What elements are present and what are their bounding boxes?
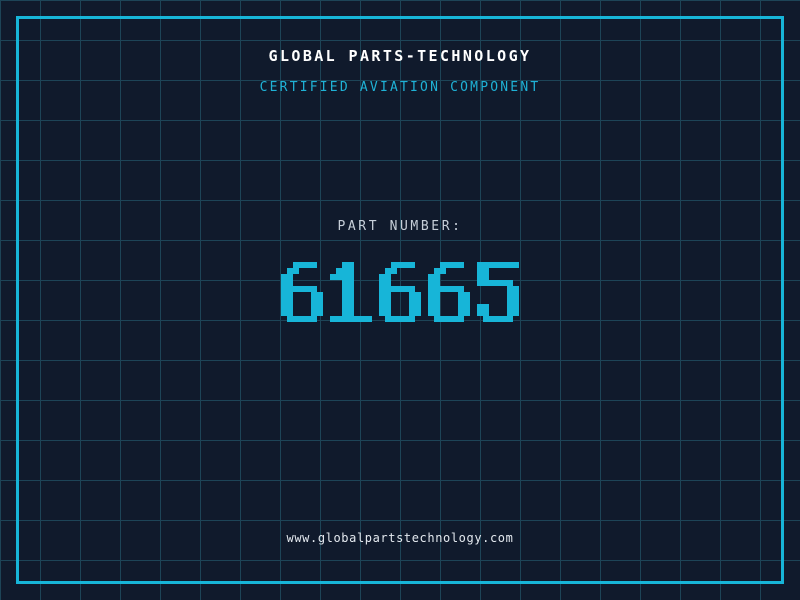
certification-subtitle: CERTIFIED AVIATION COMPONENT: [259, 80, 541, 95]
part-number-label: PART NUMBER:: [337, 219, 463, 234]
part-number-value: [0, 262, 800, 322]
part-number-digit: [428, 262, 470, 322]
part-number-digit: [330, 262, 372, 322]
website-url: www.globalpartstechnology.com: [286, 531, 514, 545]
part-number-digit: [281, 262, 323, 322]
company-title: GLOBAL PARTS-TECHNOLOGY: [268, 47, 532, 65]
part-number-digit: [477, 262, 519, 322]
part-number-digit: [379, 262, 421, 322]
